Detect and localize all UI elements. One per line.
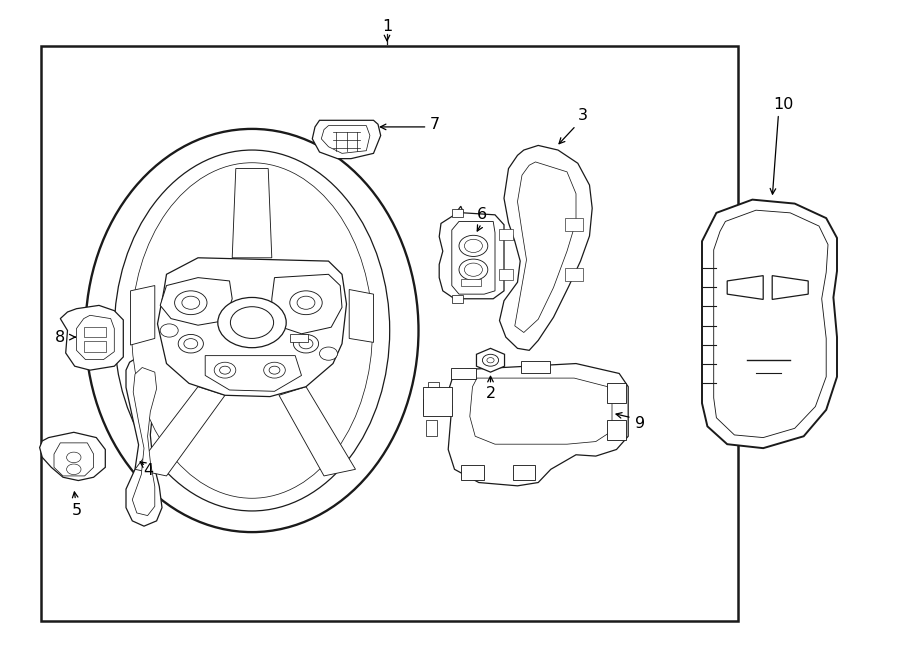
Circle shape — [459, 259, 488, 280]
Bar — [40, 46, 738, 621]
Text: 3: 3 — [578, 108, 589, 123]
Polygon shape — [158, 258, 346, 397]
Circle shape — [269, 366, 280, 374]
Polygon shape — [772, 276, 808, 299]
Text: 7: 7 — [430, 117, 440, 132]
Bar — [461, 465, 484, 480]
Circle shape — [178, 334, 203, 353]
Text: 8: 8 — [55, 330, 65, 344]
Polygon shape — [321, 126, 370, 153]
Polygon shape — [448, 364, 628, 486]
Polygon shape — [54, 443, 94, 476]
Bar — [452, 295, 463, 303]
Polygon shape — [60, 305, 123, 370]
Polygon shape — [76, 315, 114, 360]
Circle shape — [297, 296, 315, 309]
Circle shape — [320, 347, 338, 360]
Polygon shape — [130, 286, 155, 345]
Polygon shape — [132, 368, 157, 516]
Polygon shape — [515, 162, 576, 332]
Polygon shape — [727, 276, 763, 299]
Bar — [290, 334, 308, 342]
Polygon shape — [135, 387, 225, 476]
Bar — [452, 209, 463, 217]
Bar — [521, 361, 550, 373]
Polygon shape — [452, 221, 495, 294]
Ellipse shape — [86, 129, 418, 532]
Polygon shape — [160, 278, 232, 325]
Circle shape — [184, 338, 198, 349]
Text: 1: 1 — [382, 19, 392, 34]
Polygon shape — [439, 206, 504, 299]
Text: 6: 6 — [476, 208, 487, 222]
Ellipse shape — [131, 163, 373, 498]
Ellipse shape — [114, 150, 390, 511]
Bar — [607, 420, 626, 440]
Polygon shape — [500, 145, 592, 350]
Polygon shape — [312, 120, 381, 159]
Polygon shape — [714, 210, 828, 438]
Bar — [499, 269, 513, 280]
Polygon shape — [470, 378, 612, 444]
Polygon shape — [126, 356, 166, 526]
Circle shape — [220, 366, 230, 374]
Bar — [607, 383, 626, 403]
Polygon shape — [426, 420, 437, 436]
Polygon shape — [423, 387, 452, 416]
Circle shape — [293, 334, 319, 353]
Circle shape — [459, 235, 488, 256]
Text: 10: 10 — [773, 97, 793, 112]
Text: 5: 5 — [71, 503, 82, 518]
Polygon shape — [428, 382, 439, 398]
Circle shape — [264, 362, 285, 378]
Polygon shape — [272, 274, 342, 334]
Circle shape — [487, 358, 494, 363]
Polygon shape — [349, 290, 373, 342]
Bar — [451, 368, 476, 379]
Circle shape — [67, 452, 81, 463]
Polygon shape — [279, 387, 356, 476]
Polygon shape — [423, 399, 435, 414]
Circle shape — [290, 291, 322, 315]
Circle shape — [482, 354, 499, 366]
Bar — [84, 341, 106, 352]
Polygon shape — [232, 169, 272, 258]
Circle shape — [214, 362, 236, 378]
Polygon shape — [476, 348, 505, 372]
Text: 9: 9 — [634, 416, 644, 430]
Circle shape — [67, 464, 81, 475]
Bar — [565, 268, 583, 281]
Circle shape — [182, 296, 200, 309]
Circle shape — [160, 324, 178, 337]
Circle shape — [218, 297, 286, 348]
Bar — [499, 229, 513, 240]
Polygon shape — [205, 356, 302, 391]
Polygon shape — [40, 432, 105, 481]
Bar — [512, 465, 535, 480]
Polygon shape — [702, 200, 837, 448]
Bar — [461, 279, 481, 286]
Text: 2: 2 — [485, 386, 496, 401]
Text: 4: 4 — [143, 463, 154, 478]
Circle shape — [464, 239, 482, 253]
Bar — [565, 218, 583, 231]
Circle shape — [464, 263, 482, 276]
Circle shape — [175, 291, 207, 315]
Circle shape — [299, 338, 313, 349]
Circle shape — [230, 307, 274, 338]
Bar — [84, 327, 106, 337]
